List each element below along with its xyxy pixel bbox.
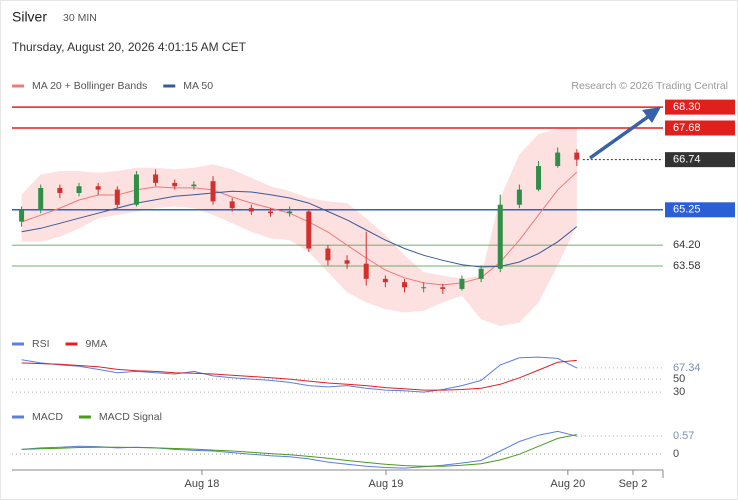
level-label-box bbox=[665, 99, 735, 115]
legend-label: MACD Signal bbox=[99, 411, 162, 423]
candle-body bbox=[267, 211, 273, 214]
candle-body bbox=[516, 189, 522, 205]
level-label: 64.20 bbox=[673, 239, 701, 251]
timeframe: 30 MIN bbox=[63, 12, 97, 24]
instrument-title: Silver bbox=[12, 9, 47, 25]
candle-body bbox=[172, 182, 178, 187]
legend-label: MA 20 + Bollinger Bands bbox=[32, 80, 147, 92]
indicator-line bbox=[21, 171, 578, 286]
candle-body bbox=[344, 260, 350, 264]
indicator-line bbox=[21, 434, 577, 467]
candle-body bbox=[95, 186, 101, 190]
level-label-box bbox=[665, 120, 735, 136]
candle-body bbox=[306, 211, 312, 249]
bollinger-band bbox=[21, 127, 577, 326]
candle-body bbox=[497, 204, 503, 269]
y-tick-label: 30 bbox=[673, 386, 685, 398]
x-tick-label: Sep 2 bbox=[619, 478, 648, 490]
candle-body bbox=[153, 174, 159, 183]
level-label: 66.74 bbox=[673, 154, 701, 166]
plot-layer: 68.30 67.68 66.74 65.25 64.20 63.58 MA 20 + Bo… bbox=[12, 80, 735, 490]
candle-body bbox=[191, 184, 197, 187]
candle-body bbox=[76, 186, 82, 193]
y-tick-label: 0.57 bbox=[673, 430, 694, 442]
candle-body bbox=[440, 287, 446, 289]
candle-body bbox=[210, 181, 216, 202]
candle-body bbox=[402, 282, 408, 288]
candle-body bbox=[19, 209, 25, 222]
forecast-arrow-head bbox=[642, 107, 661, 123]
level-label: 68.30 bbox=[673, 101, 701, 113]
legend-label: 9MA bbox=[86, 338, 108, 350]
indicator-line bbox=[21, 359, 577, 391]
x-tick-label: Aug 18 bbox=[185, 478, 220, 490]
candle-body bbox=[574, 152, 580, 160]
x-tick-label: Aug 20 bbox=[550, 478, 585, 490]
candle-body bbox=[133, 174, 139, 205]
candle-body bbox=[114, 189, 120, 205]
y-tick-label: 67.34 bbox=[673, 362, 701, 374]
indicator-line bbox=[21, 356, 578, 393]
y-tick-label: 0 bbox=[673, 448, 679, 460]
level-label: 63.58 bbox=[673, 260, 701, 272]
level-label-box bbox=[665, 202, 735, 218]
datetime: Thursday, August 20, 2026 4:01:15 AM CET bbox=[12, 40, 247, 54]
candle-body bbox=[325, 248, 331, 261]
candle-body bbox=[421, 287, 427, 289]
candle-body bbox=[536, 166, 542, 190]
candle-body bbox=[248, 208, 254, 212]
legend-label: MACD bbox=[32, 411, 63, 423]
candle-body bbox=[478, 268, 484, 279]
credit: Research © 2026 Trading Central bbox=[571, 80, 728, 92]
candle-body bbox=[229, 201, 235, 209]
candle-body bbox=[363, 263, 369, 279]
level-label: 67.68 bbox=[673, 122, 701, 134]
candle-body bbox=[287, 211, 293, 214]
candle-body bbox=[57, 187, 63, 193]
legend-label: RSI bbox=[32, 338, 50, 350]
level-label: 65.25 bbox=[673, 204, 701, 216]
candle-body bbox=[555, 152, 561, 167]
forecast-arrow bbox=[588, 112, 654, 160]
level-label-box bbox=[665, 152, 735, 168]
legend-label: MA 50 bbox=[183, 80, 213, 92]
x-tick-label: Aug 19 bbox=[369, 478, 404, 490]
indicator-line bbox=[21, 190, 578, 268]
candle-body bbox=[382, 278, 388, 283]
y-tick-label: 50 bbox=[673, 373, 685, 385]
candle-body bbox=[38, 187, 44, 210]
candle-body bbox=[459, 278, 465, 289]
